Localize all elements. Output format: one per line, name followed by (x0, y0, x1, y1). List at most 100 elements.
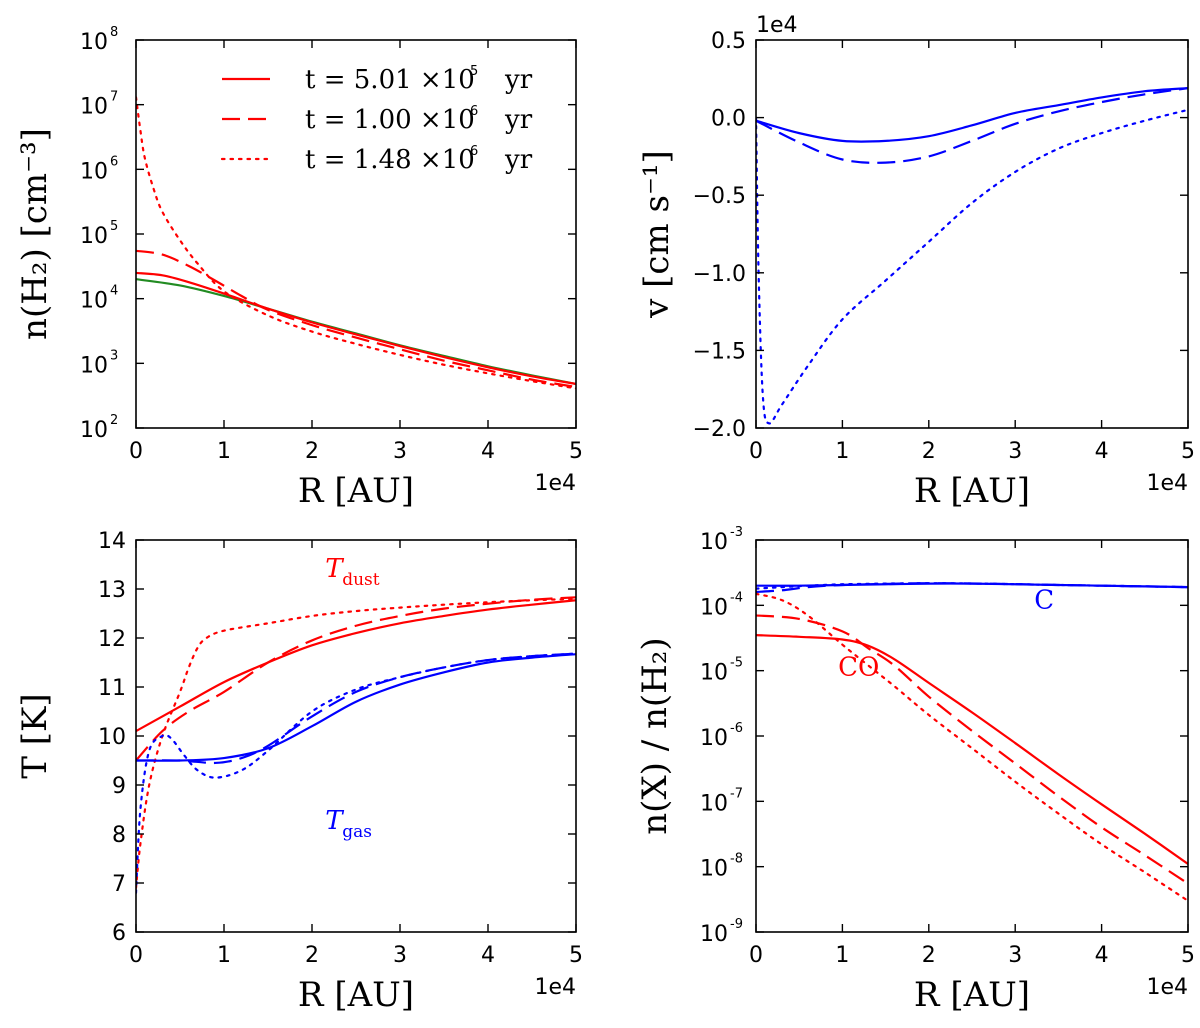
y-tick-label: 14 (98, 529, 126, 554)
y-tick-label: 8 (112, 823, 126, 848)
x-axis-label: R [AU] (914, 471, 1030, 511)
x-tick-label: 0 (749, 943, 763, 968)
y-tick-exponent: -8 (730, 852, 743, 867)
x-offset-label: 1e4 (534, 975, 576, 1000)
plot-frame (755, 539, 1189, 933)
x-tick-label: 0 (129, 439, 143, 464)
y-tick-label: 10 (98, 725, 126, 750)
annotation-1: T (325, 554, 344, 584)
series-line-1 (136, 599, 576, 733)
series-line-2 (756, 87, 1188, 164)
y-tick-label: 12 (98, 627, 126, 652)
y-tick-exponent: -6 (730, 721, 743, 736)
y-tick-label: 9 (112, 774, 126, 799)
y-tick-label: 10 (700, 791, 728, 816)
series-line-4 (136, 653, 576, 762)
x-tick-label: 5 (1181, 943, 1195, 968)
legend-label-1: t = 5.01 ×10 (305, 65, 475, 95)
legend-exponent-1: 5 (470, 64, 478, 79)
y-tick-label: 10 (700, 922, 728, 947)
y-tick-label: −1.5 (693, 339, 746, 364)
series-line-6 (756, 592, 1188, 902)
y-tick-exponent: -9 (730, 917, 743, 932)
y-tick-label: 10 (700, 661, 728, 686)
series-line-3 (756, 108, 1188, 425)
x-tick-label: 3 (1008, 439, 1022, 464)
series-line-3 (136, 597, 576, 889)
series-group (136, 96, 576, 390)
y-tick-label: 6 (112, 921, 126, 946)
y-tick-label: 10 (80, 224, 108, 249)
series-line-5 (136, 652, 576, 765)
x-offset-label: 1e4 (1146, 471, 1188, 496)
series-line-1 (756, 87, 1188, 143)
y-tick-label: 0.0 (711, 107, 746, 132)
x-tick-label: 0 (129, 943, 143, 968)
legend-unit-2: yr (504, 105, 533, 135)
y-tick-label: 10 (80, 418, 108, 443)
y-axis-label: v [cm s⁻¹] (637, 150, 677, 319)
series-line-6 (136, 652, 576, 894)
y-tick-label: 10 (80, 159, 108, 184)
y-tick-exponent: 3 (110, 348, 118, 363)
x-tick-label: 3 (393, 943, 407, 968)
x-axis-label: R [AU] (298, 975, 414, 1015)
x-tick-label: 3 (1008, 943, 1022, 968)
y-tick-exponent: 5 (110, 219, 118, 234)
annotation-subscript-1: dust (342, 570, 380, 590)
y-tick-label: 10 (80, 30, 108, 55)
y-tick-label: 10 (80, 289, 108, 314)
x-tick-label: 3 (393, 439, 407, 464)
x-tick-label: 4 (481, 439, 495, 464)
series-line-4 (756, 634, 1188, 865)
legend: t = 5.01 ×105 yrt = 1.00 ×106 yrt = 1.48 ×… (220, 64, 533, 175)
y-tick-exponent: 4 (110, 284, 118, 299)
x-tick-label: 5 (569, 943, 583, 968)
x-tick-label: 4 (1095, 439, 1109, 464)
annotation-1: C (1034, 585, 1054, 615)
x-tick-label: 5 (569, 439, 583, 464)
plot-frame (135, 539, 577, 933)
annotation-subscript-2: gas (342, 822, 372, 842)
plot-frame (755, 39, 1189, 429)
x-tick-label: 2 (922, 439, 936, 464)
y-tick-label: 10 (700, 726, 728, 751)
x-tick-label: 1 (835, 439, 849, 464)
x-offset-label: 1e4 (1146, 975, 1188, 1000)
series-group (756, 582, 1188, 902)
x-tick-label: 1 (217, 943, 231, 968)
y-tick-label: −2.0 (693, 417, 746, 442)
series-line-3 (136, 249, 576, 389)
plot-frame (135, 39, 577, 429)
x-tick-label: 4 (1095, 943, 1109, 968)
series-line-2 (136, 271, 576, 386)
annotation-2: CO (838, 652, 879, 682)
legend-unit-1: yr (504, 65, 533, 95)
x-tick-label: 1 (217, 439, 231, 464)
y-axis-label: T [K] (15, 693, 55, 778)
x-axis-label: R [AU] (298, 471, 414, 511)
panel-2: 0 1 2 3 4 5 0.5 0.0 −0.5 −1.0 −1.5 −2.0 1e4 1e4 R [AU]… (637, 13, 1195, 511)
legend-exponent-2: 6 (470, 104, 478, 119)
legend-exponent-3: 6 (470, 144, 478, 159)
y-axis-label: n(X) / n(H₂) (635, 637, 675, 834)
y-tick-label: 0.5 (711, 29, 746, 54)
y-tick-label: 7 (112, 872, 126, 897)
y-offset-label: 1e4 (756, 13, 798, 38)
y-tick-label: 13 (98, 578, 126, 603)
y-tick-label: 11 (98, 676, 126, 701)
y-tick-exponent: 8 (110, 25, 118, 40)
y-tick-exponent: 2 (110, 413, 118, 428)
y-tick-exponent: -7 (730, 786, 743, 801)
x-axis-label: R [AU] (914, 975, 1030, 1015)
y-tick-exponent: -5 (730, 656, 743, 671)
series-group (756, 87, 1188, 425)
x-tick-label: 0 (749, 439, 763, 464)
x-tick-label: 2 (922, 943, 936, 968)
y-tick-label: 10 (80, 95, 108, 120)
y-tick-exponent: 6 (110, 154, 118, 169)
y-tick-exponent: -3 (730, 525, 743, 540)
